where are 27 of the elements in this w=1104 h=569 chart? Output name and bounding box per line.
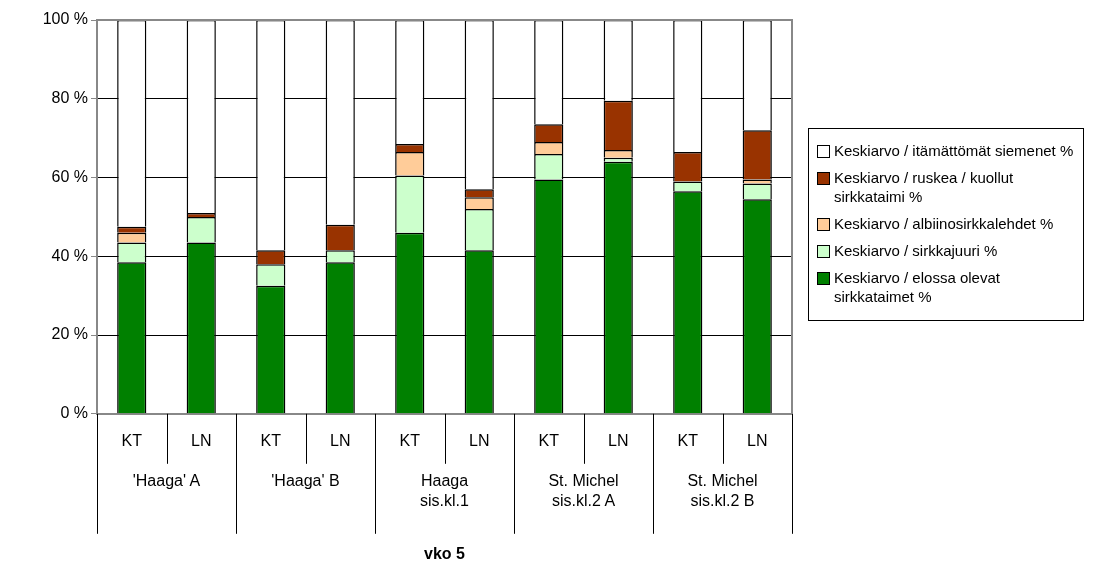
legend-label: Keskiarvo / ruskea / kuollut sirkkataimi % <box>834 168 1015 206</box>
text: St. Michel sis.kl.2 B <box>687 472 758 510</box>
y-tick-label: 100 % <box>42 10 88 28</box>
y-tick-label: 40 % <box>51 246 88 264</box>
text: Haaga sis.kl.1 <box>420 472 470 510</box>
x-tick-label: LN <box>330 431 351 449</box>
legend-label: Keskiarvo / albiinosirkkalehdet % <box>834 214 1054 233</box>
y-tick-label: 80 % <box>51 89 88 107</box>
text: 'Haaga' A <box>132 472 201 490</box>
y-tick-label: 0 % <box>60 404 88 422</box>
x-tick-label: KT <box>260 431 282 449</box>
x-tick-label: KT <box>538 431 560 449</box>
x-tick-label: LN <box>469 431 490 449</box>
x-tick-label: KT <box>399 431 421 449</box>
y-tick-label: 60 % <box>51 167 88 185</box>
x-tick-label: KT <box>677 431 699 449</box>
x-tick-label: KT <box>121 431 143 449</box>
x-tick-label: LN <box>747 431 768 449</box>
text: St. Michel sis.kl.2 A <box>548 472 619 510</box>
text: vko 5 <box>424 545 466 563</box>
text: 'Haaga' B <box>271 472 340 490</box>
legend-label: Keskiarvo / elossa olevat sirkkataimet % <box>834 268 1001 306</box>
legend-label: Keskiarvo / sirkkajuuri % <box>834 241 998 260</box>
x-tick-label: LN <box>191 431 212 449</box>
text: Keskiarvo / itämättömät siemenet % <box>834 141 1074 160</box>
y-tick-label: 20 % <box>51 325 88 343</box>
x-tick-label: LN <box>608 431 629 449</box>
